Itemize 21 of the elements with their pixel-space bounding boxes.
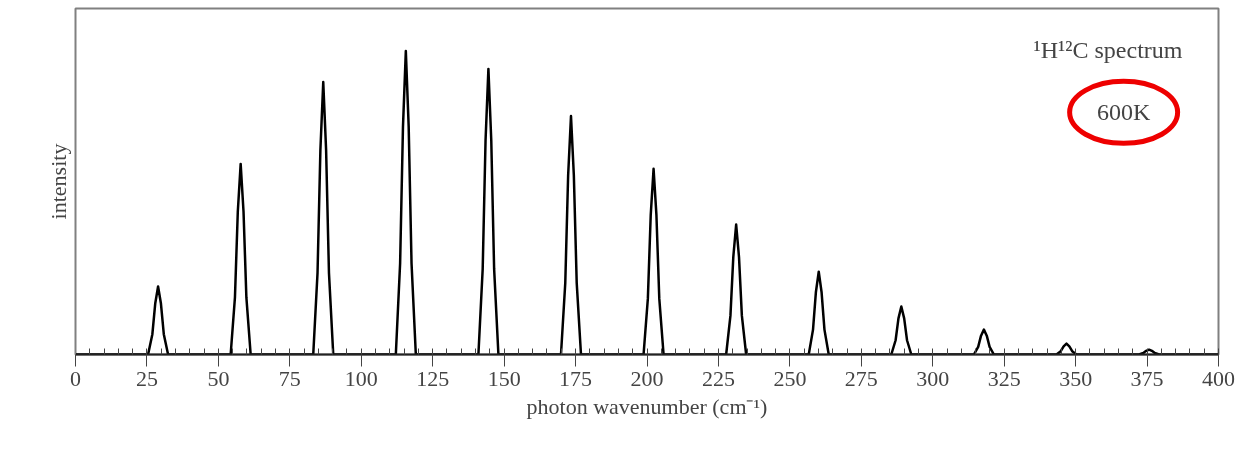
x-tick-label: 75: [278, 365, 301, 391]
x-tick-label: 400: [1202, 365, 1235, 391]
x-tick-label: 275: [844, 365, 878, 391]
annotation: 600K: [1096, 99, 1151, 126]
x-tick-label: 325: [987, 365, 1021, 391]
x-tick-label: 25: [135, 365, 158, 391]
x-tick-label: 250: [773, 365, 807, 391]
x-tick-label: 225: [701, 365, 735, 391]
x-tick-label: 200: [630, 365, 664, 391]
y-axis-title: intensity: [45, 143, 71, 220]
x-tick-label: 0: [70, 365, 81, 391]
x-tick-label: 375: [1130, 365, 1164, 391]
x-tick-label: 175: [559, 365, 593, 391]
x-axis-title: photon wavenumber (cm⁻¹): [526, 393, 768, 419]
x-tick-label: 50: [207, 365, 230, 391]
x-tick-label: 150: [487, 365, 521, 391]
x-tick-label: 300: [916, 365, 950, 391]
annotation: ¹H¹²C spectrum: [1033, 37, 1183, 64]
x-tick-label: 350: [1059, 365, 1093, 391]
x-tick-label: 100: [344, 365, 378, 391]
x-tick-label: 125: [416, 365, 450, 391]
